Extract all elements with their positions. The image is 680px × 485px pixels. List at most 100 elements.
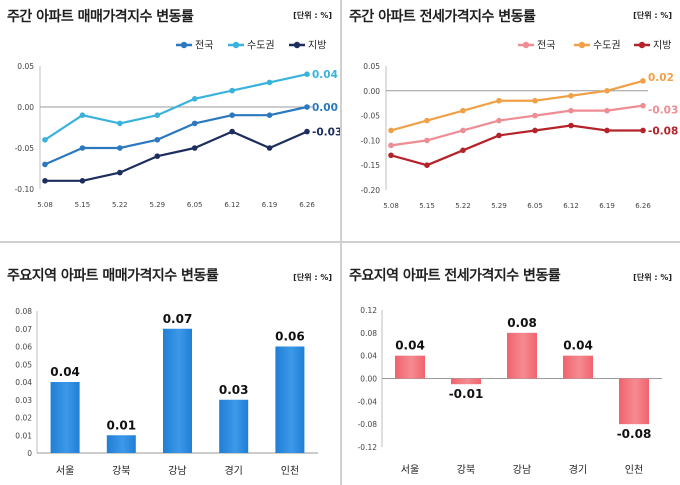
- data-point: [191, 96, 198, 102]
- data-point: [568, 107, 574, 114]
- line-chart-jeonse: 0.05 0.00 -0.05 -0.10 -0.15 -0.205.08 5.15 5.22…: [361, 40, 679, 211]
- y-tick-label: 0.08: [15, 307, 32, 316]
- legend-marker: [522, 41, 530, 49]
- data-point: [42, 137, 48, 143]
- bar: [219, 399, 249, 453]
- bar: [395, 355, 425, 379]
- x-tick-label: 6.19: [262, 201, 278, 209]
- series-line: [45, 130, 308, 182]
- unit-label: [단위 : %]: [293, 11, 332, 20]
- data-point: [304, 104, 310, 110]
- x-tick-label: 5.29: [149, 201, 165, 209]
- legend-label: 지방: [653, 40, 671, 52]
- data-point: [191, 120, 198, 127]
- legend-label: 전국: [195, 40, 213, 52]
- panel-weekly-jeonse-index: 주간 아파트 전세가격지수 변동률 [단위 : %] 0.05 0.00 -0.05…: [342, 0, 680, 241]
- data-point: [229, 112, 235, 118]
- x-tick-label: 5.22: [455, 202, 471, 210]
- bar-value-label: 0.08: [507, 316, 537, 330]
- data-point: [568, 92, 574, 99]
- bar-value-label: 0.06: [275, 330, 305, 344]
- end-value-label: 0.00: [312, 102, 338, 114]
- panel-divider-horizontal: [0, 241, 680, 243]
- data-point: [460, 147, 466, 154]
- end-value-label: -0.03: [648, 105, 678, 117]
- x-category-label: 강남: [513, 464, 531, 476]
- legend-marker: [180, 41, 188, 49]
- data-point: [424, 137, 430, 144]
- data-point: [640, 78, 646, 84]
- data-point: [304, 71, 310, 77]
- data-point: [388, 152, 394, 159]
- bar-value-label: -0.01: [449, 387, 484, 401]
- data-point: [79, 178, 86, 184]
- x-category-label: 강북: [112, 465, 130, 477]
- legend-marker: [578, 41, 586, 49]
- series-line: [44, 73, 308, 141]
- bar-value-label: 0.07: [163, 312, 193, 326]
- x-category-label: 경기: [224, 464, 242, 477]
- x-tick-label: 5.15: [75, 201, 91, 209]
- panel-region-sale-index: 주요지역 아파트 매매가격지수 변동률 [단위 : %] 0.08 0.07 0.0…: [0, 243, 340, 485]
- data-point: [496, 132, 502, 139]
- x-category-label: 경기: [569, 463, 587, 476]
- y-tick-label: 0.06: [15, 343, 32, 352]
- legend-marker: [293, 41, 301, 49]
- data-point: [229, 87, 235, 94]
- x-category-label: 서울: [56, 465, 74, 477]
- y-tick-label: 0.04: [15, 378, 32, 387]
- legend-label: 전국: [537, 40, 555, 52]
- legend-marker: [232, 41, 240, 49]
- end-value-label: 0.02: [648, 72, 674, 84]
- bar-value-label: 0.04: [563, 339, 593, 353]
- chart-title: 주간 아파트 전세가격지수 변동률: [349, 9, 536, 25]
- x-tick-label: 6.12: [224, 201, 240, 209]
- y-tick-label: 0.03: [15, 396, 32, 405]
- bar: [563, 355, 593, 379]
- line-chart-sale: 0.05 0.00 -0.05 -0.105.08 5.15 5.22 5.29 6.05 6.…: [15, 40, 340, 210]
- bar-value-label: -0.08: [617, 427, 652, 441]
- data-point: [304, 128, 310, 135]
- data-point: [266, 112, 273, 118]
- data-point: [117, 169, 123, 176]
- data-point: [640, 127, 646, 134]
- bar-value-label: 0.04: [395, 339, 425, 353]
- y-tick-label: 0.05: [15, 360, 32, 369]
- end-value-label: -0.03: [312, 127, 340, 139]
- unit-label: [단위 : %]: [633, 11, 672, 20]
- data-point: [154, 137, 161, 143]
- x-category-label: 강남: [168, 465, 186, 477]
- y-tick-label: -0.10: [361, 136, 381, 145]
- data-point: [424, 162, 430, 168]
- data-point: [424, 117, 430, 124]
- data-point: [266, 79, 273, 86]
- data-point: [496, 97, 502, 104]
- data-point: [117, 120, 123, 127]
- data-point: [532, 112, 538, 119]
- x-tick-label: 5.08: [37, 201, 53, 209]
- bar-chart-region-sale: 0.08 0.07 0.06 0.05 0.04 0.03 0.02 0.01 0 0.04 서울 0…: [15, 307, 318, 477]
- x-tick-label: 6.26: [299, 201, 315, 209]
- data-point: [42, 161, 48, 168]
- data-point: [154, 153, 161, 159]
- bar: [275, 346, 305, 453]
- data-point: [229, 128, 235, 135]
- data-point: [42, 178, 48, 184]
- chart-title: 주요지역 아파트 전세가격지수 변동률: [349, 268, 561, 284]
- bar: [619, 378, 649, 425]
- y-tick-label: -0.20: [361, 186, 381, 195]
- data-point: [604, 88, 610, 94]
- bar: [106, 435, 136, 453]
- data-point: [117, 145, 123, 151]
- data-point: [460, 127, 466, 134]
- data-point: [532, 97, 538, 104]
- y-tick-label: -0.15: [361, 161, 381, 170]
- y-tick-label: 0.02: [15, 414, 32, 423]
- series-line: [390, 124, 643, 167]
- y-tick-label: -0.08: [358, 420, 378, 429]
- x-category-label: 서울: [401, 464, 419, 476]
- y-tick-label: 0.08: [360, 329, 377, 338]
- chart-title: 주요지역 아파트 매매가격지수 변동률: [7, 268, 219, 284]
- series-line: [390, 104, 644, 147]
- y-tick-label: 0.04: [360, 352, 377, 361]
